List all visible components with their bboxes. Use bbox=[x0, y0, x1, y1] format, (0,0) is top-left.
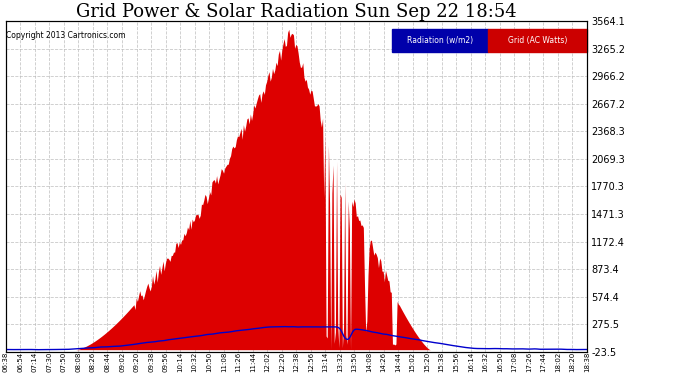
Bar bbox=[392, 29, 488, 52]
Text: Grid (AC Watts): Grid (AC Watts) bbox=[508, 36, 567, 45]
Text: Radiation (w/m2): Radiation (w/m2) bbox=[407, 36, 473, 45]
Text: Copyright 2013 Cartronics.com: Copyright 2013 Cartronics.com bbox=[6, 31, 126, 40]
Title: Grid Power & Solar Radiation Sun Sep 22 18:54: Grid Power & Solar Radiation Sun Sep 22 … bbox=[76, 3, 517, 21]
Bar bbox=[488, 29, 587, 52]
